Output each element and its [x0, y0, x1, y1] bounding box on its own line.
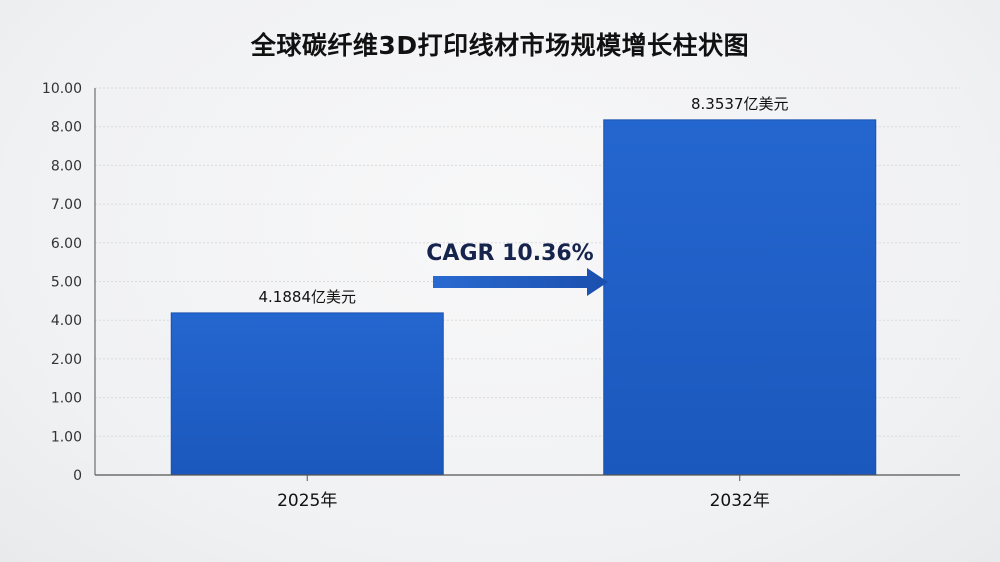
y-tick-label: 8.00	[51, 120, 82, 136]
bar-1	[170, 312, 444, 476]
y-axis-ticks: 0 1.00 1.00 2.00 4.00 5.00 6.00 7.00 8.00 8.00 10.…	[42, 81, 82, 484]
bar-2	[603, 119, 877, 476]
x-axis-ticks: 2025年 2032年	[277, 475, 770, 511]
chart-title: 全球碳纤维3D打印线材市场规模增长柱状图	[250, 31, 750, 60]
data-label: 4.1884亿美元	[259, 288, 357, 306]
y-tick-label: 2.00	[51, 352, 82, 368]
x-tick-label: 2025年	[277, 491, 337, 511]
axes	[94, 88, 960, 476]
bars	[170, 119, 877, 476]
y-tick-label: 1.00	[51, 429, 82, 445]
y-tick-label: 7.00	[51, 197, 82, 213]
y-tick-label: 1.00	[51, 391, 82, 407]
cagr-annotation: CAGR 10.36%	[426, 241, 608, 296]
y-tick-label: 10.00	[42, 81, 82, 97]
data-labels: 4.1884亿美元 8.3537亿美元	[259, 95, 789, 306]
data-label: 8.3537亿美元	[691, 95, 789, 113]
growth-arrow	[433, 268, 608, 296]
cagr-label: CAGR 10.36%	[426, 241, 593, 266]
x-tick-label: 2032年	[710, 491, 770, 511]
y-tick-label: 4.00	[51, 313, 82, 329]
y-tick-label: 6.00	[51, 236, 82, 252]
y-tick-label: 8.00	[51, 158, 82, 174]
y-tick-label: 0	[73, 468, 82, 484]
y-tick-label: 5.00	[51, 275, 82, 291]
